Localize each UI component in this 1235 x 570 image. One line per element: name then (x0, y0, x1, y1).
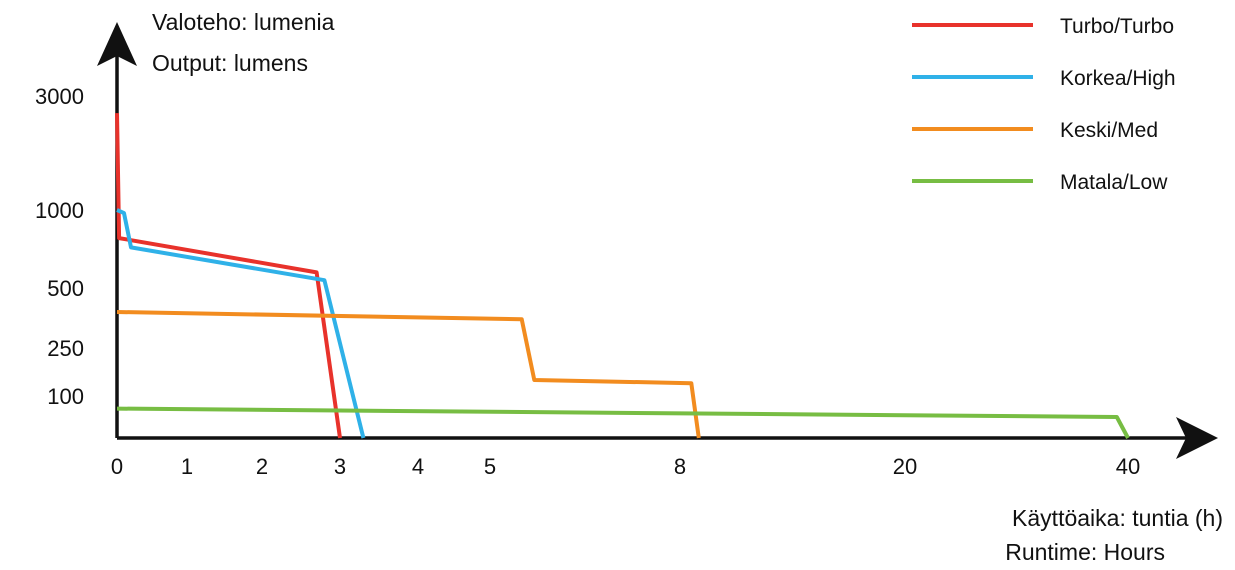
x-axis-label-line-2: Runtime: Hours (1005, 539, 1165, 565)
series-lines (115, 113, 1130, 439)
x-tick-label-4: 4 (412, 454, 424, 479)
y-tick-labels: 100 250 500 1000 3000 (35, 84, 84, 409)
y-tick-label-250: 250 (47, 336, 84, 361)
y-tick-label-1000: 1000 (35, 198, 84, 223)
legend: Turbo/Turbo Korkea/High Keski/Med Matala/Lo… (912, 15, 1176, 194)
x-tick-label-20: 20 (893, 454, 917, 479)
legend-label-1: Turbo/Turbo (1060, 15, 1174, 38)
x-tick-label-8: 8 (674, 454, 686, 479)
x-tick-label-2: 2 (256, 454, 268, 479)
y-axis-arrow (97, 22, 137, 66)
x-tick-label-40: 40 (1116, 454, 1140, 479)
x-axis-label: Käyttöaika: tuntia (h) Runtime: Hours (1005, 505, 1223, 565)
x-tick-label-5: 5 (484, 454, 496, 479)
x-tick-label-0: 0 (111, 454, 123, 479)
y-tick-label-3000: 3000 (35, 84, 84, 109)
y-tick-label-500: 500 (47, 276, 84, 301)
legend-label-3: Keski/Med (1060, 119, 1158, 142)
series-line-3 (116, 310, 701, 439)
y-axis-label: Valoteho: lumenia Output: lumens (152, 9, 335, 76)
y-axis-label-line-2: Output: lumens (152, 50, 308, 76)
y-tick-label-100: 100 (47, 384, 84, 409)
legend-label-2: Korkea/High (1060, 67, 1176, 90)
x-axis-label-line-1: Käyttöaika: tuntia (h) (1012, 505, 1223, 531)
x-tick-labels: 0 1 2 3 4 5 8 20 40 (111, 454, 1140, 479)
x-axis-arrow (1176, 417, 1218, 459)
x-tick-label-3: 3 (334, 454, 346, 479)
series-line-2 (116, 208, 366, 439)
x-tick-label-1: 1 (181, 454, 193, 479)
series-line-1 (115, 113, 342, 439)
legend-label-4: Matala/Low (1060, 171, 1168, 194)
axes (97, 22, 1218, 459)
y-axis-label-line-1: Valoteho: lumenia (152, 9, 335, 35)
series-line-4 (116, 406, 1130, 439)
